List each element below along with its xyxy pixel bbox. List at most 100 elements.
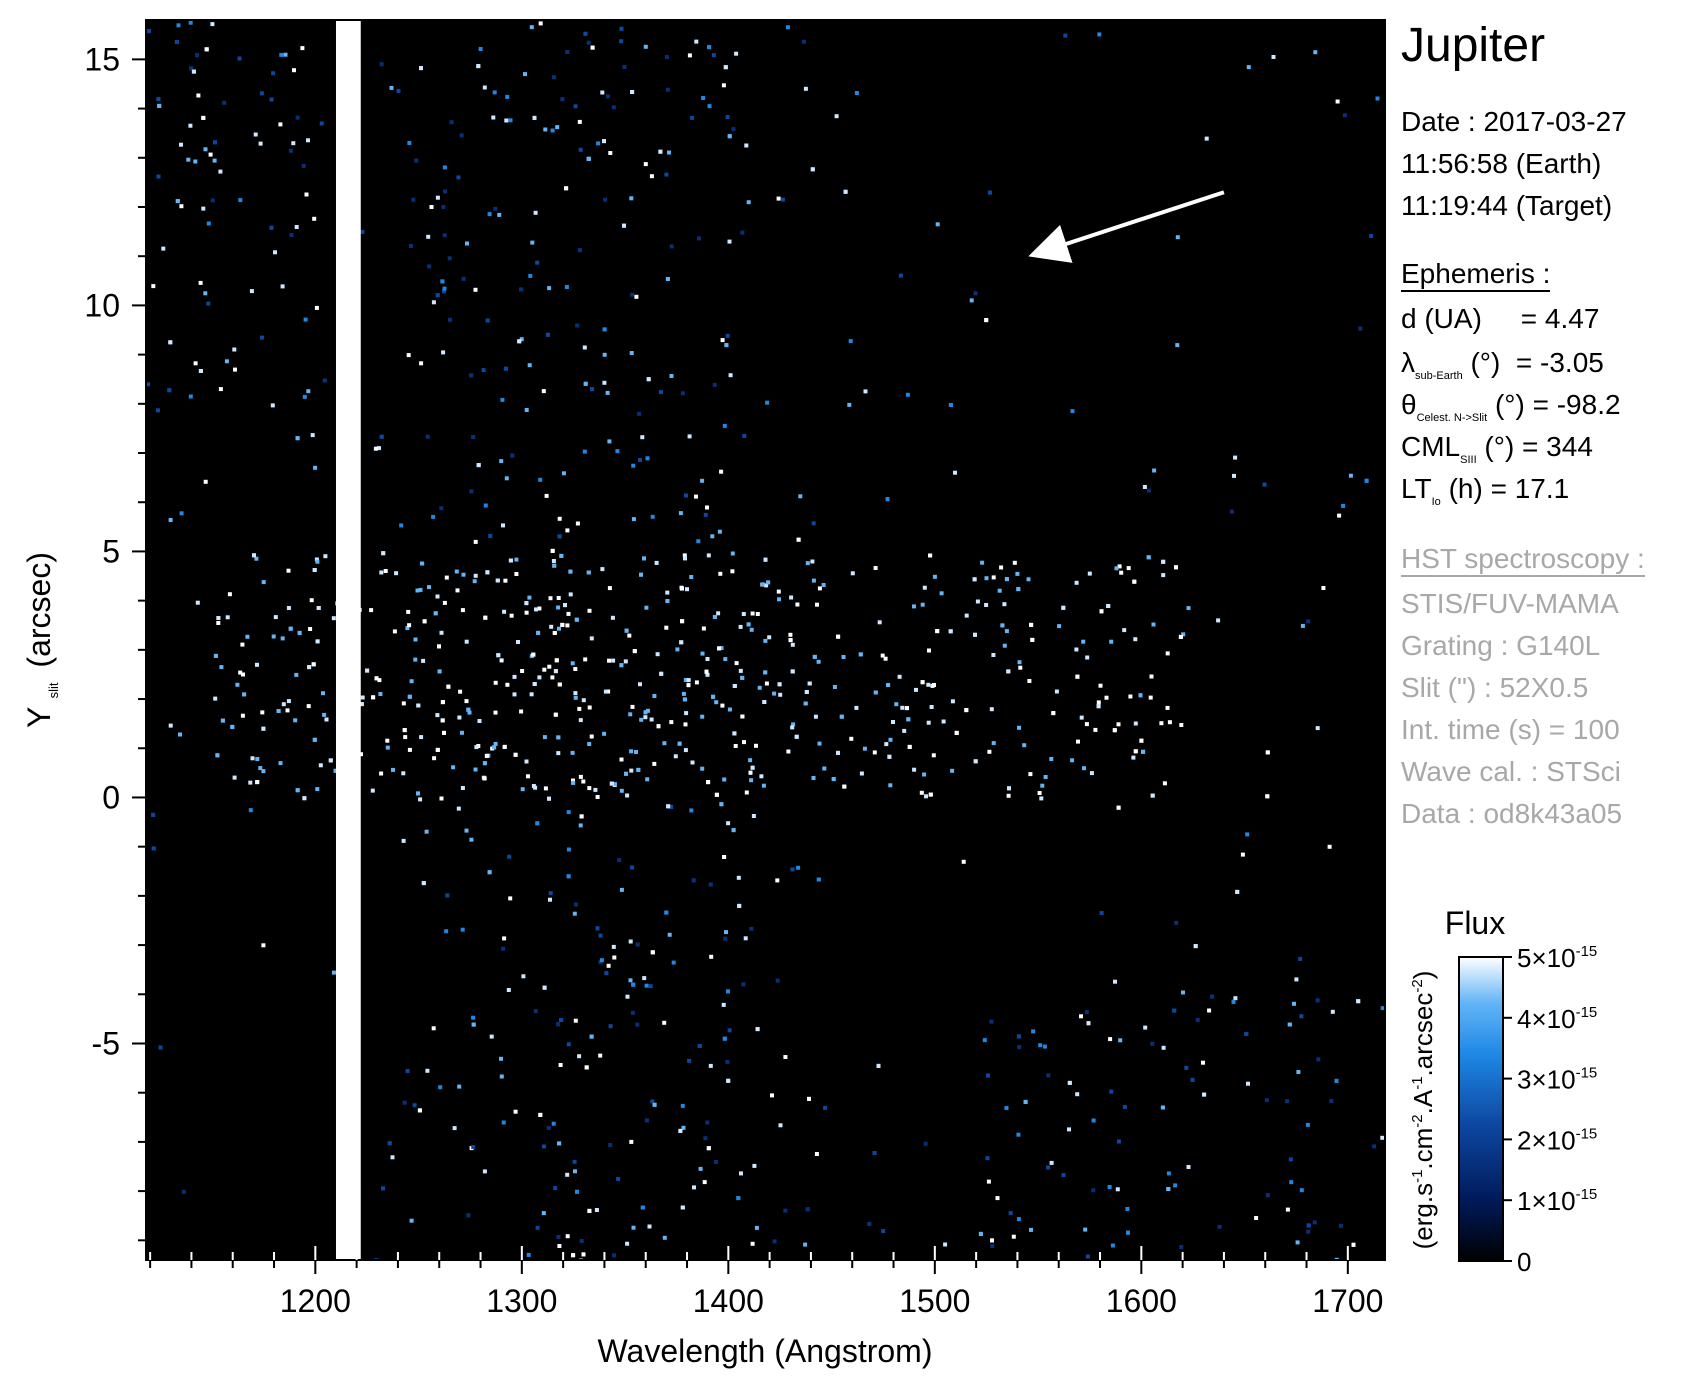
emission-pixel	[749, 926, 754, 931]
emission-pixel	[471, 435, 476, 439]
emission-pixel	[575, 1189, 579, 1194]
emission-pixel	[499, 459, 504, 464]
emission-pixel	[566, 874, 571, 879]
emission-pixel	[650, 514, 655, 519]
emission-pixel	[990, 1244, 995, 1248]
emission-pixel	[770, 1093, 774, 1098]
emission-pixel	[731, 127, 736, 132]
emission-pixel	[556, 1022, 561, 1027]
emission-pixel	[790, 867, 795, 872]
emission-pixel	[932, 683, 936, 687]
emission-pixel	[642, 556, 646, 561]
emission-pixel	[731, 828, 736, 833]
emission-pixel	[1106, 604, 1111, 608]
emission-pixel	[986, 1073, 990, 1078]
emission-pixel	[822, 766, 827, 771]
emission-pixel	[587, 608, 592, 613]
emission-pixel	[919, 790, 924, 795]
emission-pixel	[823, 1105, 828, 1110]
emission-pixel	[557, 682, 562, 687]
emission-pixel	[510, 453, 515, 458]
emission-pixel	[589, 734, 594, 739]
emission-pixel	[644, 983, 649, 988]
emission-pixel	[1049, 757, 1054, 761]
emission-pixel	[571, 1253, 576, 1258]
emission-pixel	[261, 943, 266, 948]
emission-pixel	[1016, 1217, 1021, 1222]
emission-pixel	[578, 774, 583, 779]
emission-pixel	[876, 1063, 881, 1068]
emission-pixel	[439, 506, 444, 511]
emission-pixel	[210, 22, 215, 27]
emission-pixel	[322, 378, 327, 383]
emission-pixel	[409, 679, 414, 684]
emission-pixel	[1133, 749, 1138, 754]
emission-pixel	[1316, 1057, 1321, 1062]
emission-pixel	[219, 665, 224, 670]
emission-pixel	[730, 569, 735, 574]
emission-pixel	[1335, 99, 1340, 104]
emission-pixel	[278, 761, 283, 766]
emission-pixel	[1193, 944, 1198, 949]
emission-pixel	[1029, 622, 1034, 627]
slit-line: Slit (") : 52X0.5	[1401, 672, 1589, 703]
emission-pixel	[932, 574, 937, 579]
emission-pixel	[175, 199, 180, 204]
emission-pixel	[767, 635, 772, 640]
emission-pixel	[902, 728, 907, 733]
emission-pixel	[741, 612, 746, 616]
emission-pixel	[801, 39, 806, 44]
emission-pixel	[271, 71, 276, 76]
emission-pixel	[843, 189, 848, 194]
emission-pixel	[564, 285, 569, 289]
emission-pixel	[722, 777, 727, 782]
instrument-line: STIS/FUV-MAMA	[1401, 588, 1619, 619]
emission-pixel	[570, 750, 575, 755]
emission-pixel	[581, 779, 586, 784]
emission-pixel	[230, 724, 235, 729]
emission-pixel	[603, 689, 608, 694]
emission-pixel	[560, 622, 565, 627]
emission-pixel	[1119, 570, 1124, 575]
emission-pixel	[605, 94, 610, 99]
emission-pixel	[147, 29, 151, 34]
emission-pixel	[1380, 1006, 1385, 1011]
emission-pixel	[602, 380, 607, 385]
emission-pixel	[301, 163, 306, 168]
emission-pixel	[832, 685, 837, 689]
emission-pixel	[583, 657, 588, 662]
emission-pixel	[553, 669, 558, 674]
annotation-arrow	[1028, 190, 1225, 263]
emission-pixel	[241, 672, 245, 677]
emission-pixel	[1312, 1220, 1317, 1225]
emission-pixel	[249, 289, 254, 294]
emission-pixel	[763, 638, 768, 643]
emission-pixel	[1294, 977, 1299, 982]
emission-pixel	[1265, 794, 1270, 799]
emission-pixel	[571, 778, 575, 783]
emission-pixel	[691, 878, 696, 883]
emission-pixel	[872, 750, 877, 755]
emission-pixel	[722, 1036, 727, 1041]
emission-pixel	[991, 741, 996, 746]
emission-pixel	[413, 657, 418, 662]
emission-pixel	[1150, 793, 1155, 798]
emission-pixel	[514, 572, 519, 576]
emission-pixel	[482, 761, 487, 766]
emission-pixel	[1110, 1243, 1115, 1248]
emission-pixel	[385, 738, 390, 743]
emission-pixel	[254, 556, 259, 561]
emission-pixel	[565, 623, 570, 628]
emission-pixel	[810, 559, 815, 564]
emission-pixel	[741, 982, 746, 987]
emission-pixel	[1232, 473, 1236, 478]
colorbar-tick-label: 2×10-15	[1517, 1125, 1597, 1155]
emission-pixel	[587, 1208, 592, 1213]
lambda-sub: sub-Earth	[1415, 370, 1463, 382]
emission-pixel	[776, 589, 781, 594]
emission-pixel	[151, 846, 156, 851]
emission-pixel	[740, 675, 745, 680]
emission-pixel	[1016, 1132, 1021, 1137]
emission-pixel	[181, 1189, 186, 1194]
emission-pixel	[501, 1120, 506, 1125]
